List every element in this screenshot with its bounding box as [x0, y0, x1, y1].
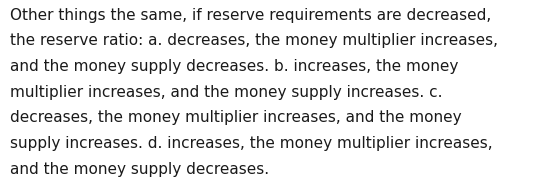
- Text: decreases, the money multiplier increases, and the money: decreases, the money multiplier increase…: [10, 110, 461, 125]
- Text: Other things the same, if reserve requirements are decreased,: Other things the same, if reserve requir…: [10, 8, 491, 23]
- Text: multiplier increases, and the money supply increases. c.: multiplier increases, and the money supp…: [10, 85, 442, 100]
- Text: and the money supply decreases. b. increases, the money: and the money supply decreases. b. incre…: [10, 59, 459, 74]
- Text: the reserve ratio: a. decreases, the money multiplier increases,: the reserve ratio: a. decreases, the mon…: [10, 33, 498, 48]
- Text: supply increases. d. increases, the money multiplier increases,: supply increases. d. increases, the mone…: [10, 136, 493, 151]
- Text: and the money supply decreases.: and the money supply decreases.: [10, 162, 269, 177]
